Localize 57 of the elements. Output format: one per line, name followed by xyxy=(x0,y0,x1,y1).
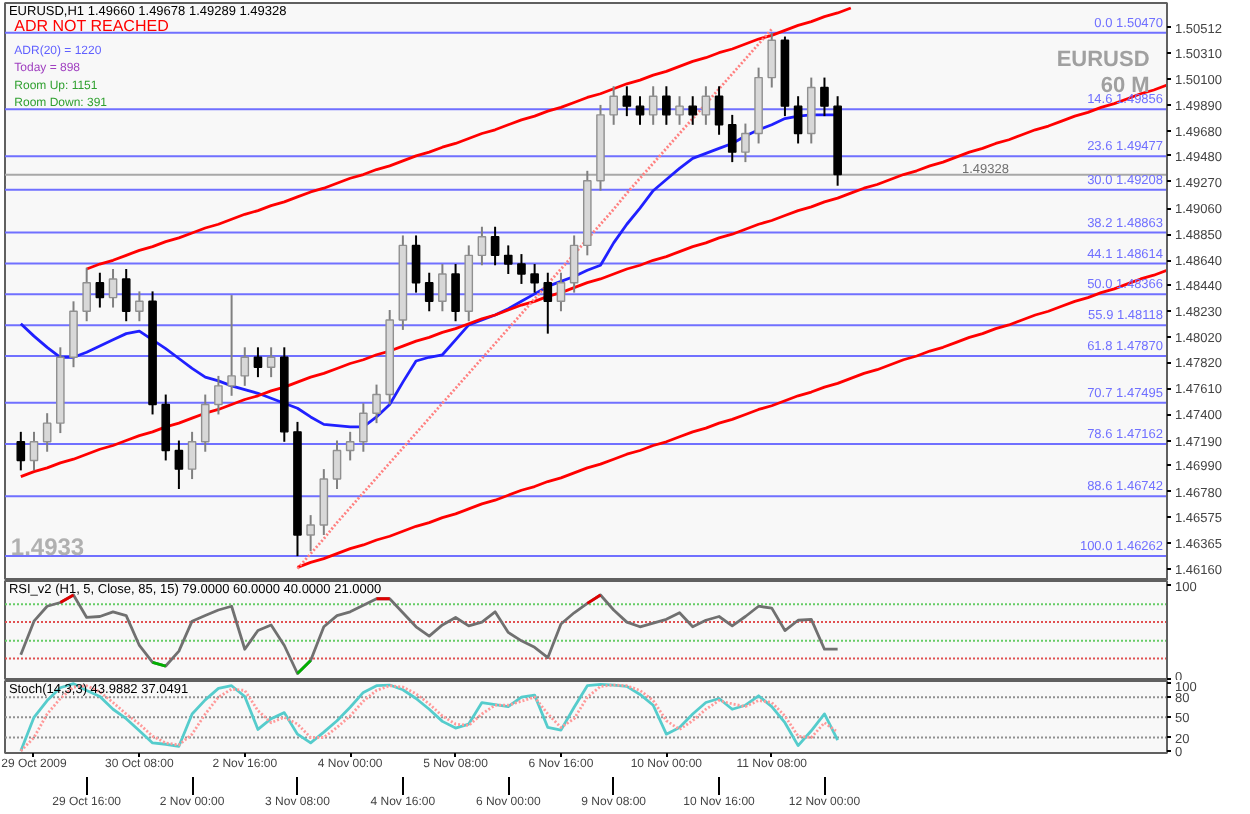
candlestick xyxy=(543,271,553,335)
candlestick xyxy=(253,346,263,379)
candlestick xyxy=(609,85,618,126)
annotation: 1.4933 xyxy=(10,532,85,561)
candlestick xyxy=(319,468,329,537)
candlestick xyxy=(701,85,711,126)
candlestick xyxy=(227,294,236,397)
candlestick xyxy=(214,374,223,416)
candlestick xyxy=(648,85,658,126)
candlestick xyxy=(530,263,539,294)
candlestick xyxy=(69,300,78,369)
candlestick xyxy=(714,85,724,136)
candlestick xyxy=(806,76,816,145)
candlestick xyxy=(451,263,460,323)
candlestick xyxy=(42,412,52,453)
candlestick xyxy=(767,31,777,89)
candlestick xyxy=(29,430,39,472)
candlestick xyxy=(556,271,566,313)
candlestick xyxy=(95,271,105,309)
candlestick xyxy=(438,263,447,313)
candlestick xyxy=(517,253,526,285)
candlestick xyxy=(477,225,487,267)
candlestick xyxy=(306,514,315,553)
annotation: ADR NOT REACHED xyxy=(14,16,170,35)
candlestick xyxy=(622,85,632,118)
candlestick xyxy=(266,346,276,379)
candlestick xyxy=(662,85,671,126)
candlestick xyxy=(727,113,737,164)
candlestick xyxy=(675,95,684,126)
candlestick xyxy=(411,234,421,294)
candlestick xyxy=(635,95,645,126)
candlestick xyxy=(490,225,500,267)
candlestick xyxy=(161,393,171,462)
candlestick xyxy=(16,430,26,472)
line-series xyxy=(296,27,774,570)
candlestick xyxy=(108,268,118,309)
candlestick xyxy=(345,430,355,462)
candlestick xyxy=(135,290,144,323)
candlestick xyxy=(174,439,184,491)
annotation: EURUSD xyxy=(1056,48,1150,73)
candlestick xyxy=(688,95,698,126)
candlestick xyxy=(503,244,513,275)
candlestick xyxy=(359,402,368,453)
candlestick xyxy=(187,430,197,481)
candlestick xyxy=(569,234,579,294)
candlestick xyxy=(793,95,803,145)
candlestick xyxy=(372,383,381,425)
line-series xyxy=(19,593,840,675)
candlestick xyxy=(424,271,434,313)
candlestick xyxy=(82,266,92,323)
candlestick xyxy=(240,346,250,387)
candlestick xyxy=(332,439,342,491)
line-series xyxy=(296,268,1167,569)
candlestick xyxy=(121,268,131,323)
candlestick xyxy=(741,122,750,164)
candlestick xyxy=(820,76,829,118)
candlestick xyxy=(200,393,210,453)
